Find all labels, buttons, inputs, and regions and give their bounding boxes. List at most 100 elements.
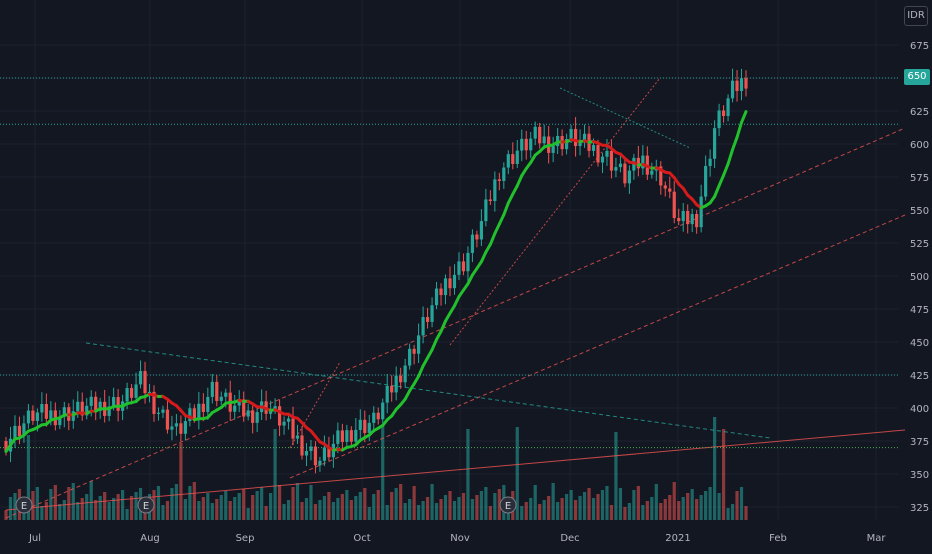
candle-body <box>682 211 685 221</box>
candle-body <box>592 145 595 151</box>
volume-bar <box>740 487 743 520</box>
candle-body <box>426 317 429 322</box>
candle-body <box>386 386 389 403</box>
candle-body <box>744 78 747 88</box>
x-tick-label: Dec <box>560 533 579 544</box>
volume-bar <box>354 496 357 520</box>
volume-bar <box>336 498 339 520</box>
volume-bar <box>556 502 559 520</box>
candle-body <box>130 388 133 398</box>
candle-body <box>309 447 312 451</box>
x-tick-label: Mar <box>867 533 887 544</box>
candle-body <box>601 157 604 163</box>
volume-bar <box>314 504 317 520</box>
volume-bar <box>565 494 568 520</box>
volume-bar <box>256 491 259 520</box>
volume-bar <box>296 483 299 520</box>
volume-bar <box>471 499 474 520</box>
y-tick-label: 500 <box>910 272 929 283</box>
volume-bar <box>4 510 7 520</box>
candle-body <box>49 410 52 418</box>
volume-bar <box>731 504 734 520</box>
volume-bar <box>291 487 294 520</box>
volume-bar <box>480 491 483 520</box>
candle-body <box>134 384 137 397</box>
volume-bar <box>220 495 223 520</box>
candle-body <box>695 214 698 227</box>
volume-bar <box>493 493 496 520</box>
volume-bar <box>704 491 707 520</box>
candle-body <box>90 397 93 406</box>
candle-body <box>493 179 496 201</box>
x-tick-label: Oct <box>353 533 370 544</box>
volume-bar <box>121 490 124 520</box>
volume-bar <box>238 493 241 520</box>
candle-body <box>94 397 97 411</box>
volume-bar <box>341 494 344 520</box>
x-tick-label: Nov <box>450 533 470 544</box>
candle-body <box>282 422 285 426</box>
y-tick-label: 325 <box>910 503 929 514</box>
volume-bar <box>413 486 416 520</box>
volume-bar <box>157 486 160 520</box>
volume-bar <box>229 501 232 520</box>
volume-bar <box>614 432 617 520</box>
volume-bar <box>399 484 402 520</box>
candle-body <box>215 382 218 401</box>
volume-bar <box>94 500 97 520</box>
candle-body <box>36 412 39 420</box>
candle-body <box>686 211 689 224</box>
volume-bar <box>650 497 653 520</box>
candle-body <box>538 127 541 143</box>
candle-body <box>220 397 223 401</box>
candle-body <box>664 185 667 188</box>
volume-bar <box>534 485 537 520</box>
volume-bar <box>76 502 79 520</box>
volume-bar <box>466 429 469 520</box>
candle-body <box>430 305 433 322</box>
candle-body <box>516 151 519 164</box>
earnings-marker-label: E <box>21 501 27 512</box>
candle-body <box>157 413 160 414</box>
candle-body <box>278 406 281 425</box>
candle-body <box>605 151 608 157</box>
candle-body <box>435 289 438 306</box>
volume-bar <box>677 501 680 520</box>
volume-bar <box>543 500 546 520</box>
candle-body <box>709 159 712 166</box>
candle-body <box>368 423 371 433</box>
volume-bar <box>713 417 716 520</box>
candle-body <box>596 145 599 162</box>
candle-body <box>300 435 303 455</box>
candle-body <box>395 376 398 393</box>
volume-bar <box>215 499 218 520</box>
volume-bar <box>520 506 523 520</box>
volume-bar <box>300 502 303 520</box>
volume-bar <box>108 502 111 520</box>
volume-bar <box>529 498 532 520</box>
volume-bar <box>664 499 667 520</box>
y-tick-label: 450 <box>910 338 929 349</box>
candle-body <box>569 129 572 139</box>
volume-bar <box>269 493 272 520</box>
volume-bar <box>63 500 66 520</box>
volume-bar <box>224 491 227 520</box>
candle-body <box>45 404 48 419</box>
candle-body <box>525 139 528 150</box>
candle-body <box>700 197 703 228</box>
candle-body <box>610 151 613 171</box>
earnings-marker: E <box>500 497 516 513</box>
volume-bar <box>377 490 380 520</box>
candle-body <box>534 127 537 139</box>
candle-body <box>211 382 214 397</box>
earnings-marker: E <box>16 497 32 513</box>
volume-bar <box>668 495 671 520</box>
x-tick-label: Jul <box>28 533 41 544</box>
candle-body <box>341 430 344 441</box>
volume-bar <box>700 495 703 520</box>
volume-bar <box>722 429 725 520</box>
earnings-marker-label: E <box>505 501 511 512</box>
candle-body <box>251 410 254 422</box>
